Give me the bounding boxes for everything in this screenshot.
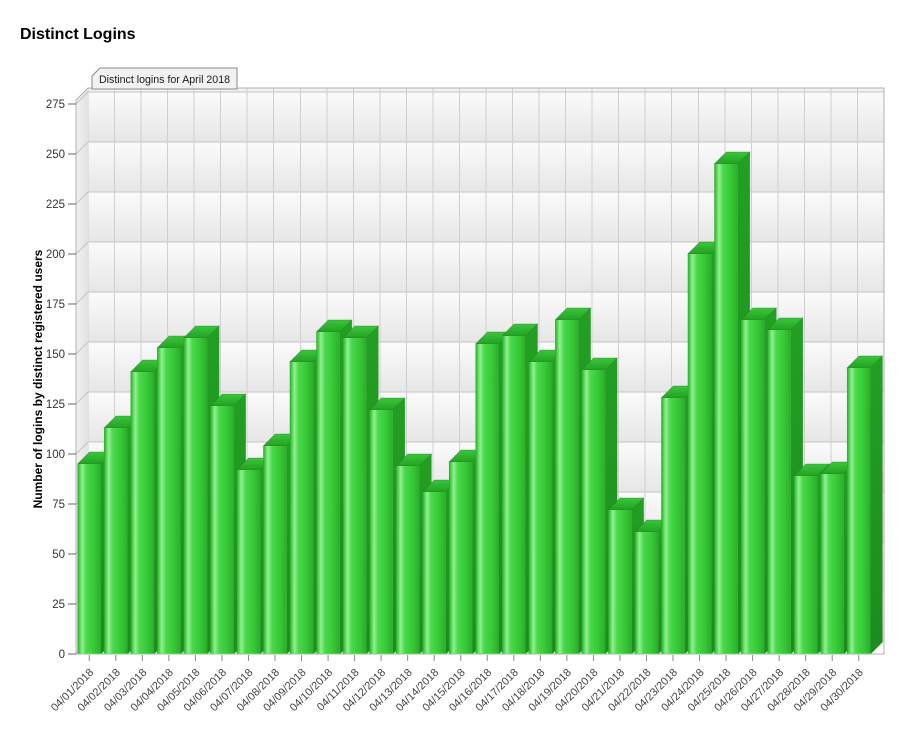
y-tick-label: 0 (59, 649, 65, 661)
bar-front-face (369, 410, 393, 654)
bar-front-face (608, 510, 632, 654)
bar-front-face (502, 336, 526, 654)
bar-front-face (104, 428, 128, 654)
grid-connector (75, 191, 89, 205)
bar-front-face (130, 372, 155, 654)
y-tick-label: 125 (46, 399, 65, 411)
bar-front-face (634, 532, 659, 654)
bar-front-face (448, 462, 473, 654)
grid-connector (75, 91, 89, 105)
y-tick-label: 200 (46, 249, 65, 261)
y-tick-label: 250 (46, 149, 65, 161)
bar-front-face (183, 338, 208, 654)
bar-front-face (157, 348, 181, 654)
page-title: Distinct Logins (20, 26, 136, 43)
bar-front-face (289, 362, 314, 654)
bar-front-face (740, 320, 765, 654)
y-tick-label: 75 (52, 499, 65, 511)
tab-shape (91, 67, 238, 90)
bar-front-face (528, 362, 553, 654)
bar-front-face (846, 368, 871, 654)
grid-connector (75, 391, 89, 405)
bar-front-face (820, 474, 844, 654)
bar-side-face (870, 355, 883, 655)
y-tick-label: 150 (46, 349, 65, 361)
bar-front-face (661, 398, 685, 654)
bar-front-face (422, 492, 446, 654)
y-axis-title: Number of logins by distinct registered … (31, 249, 45, 508)
tab-label: Distinct logins for April 2018 (99, 74, 230, 86)
y-tick-label: 175 (46, 299, 65, 311)
bar-front-face (714, 164, 738, 654)
grid-connector (75, 441, 89, 455)
bar-front-face (767, 330, 791, 654)
x-axis: 04/01/201804/02/201804/03/201804/04/2018… (49, 655, 866, 714)
bar-front-face (395, 466, 420, 654)
bar-front-face (475, 344, 499, 654)
bar-front-face (342, 338, 367, 654)
chart-subtitle-tab: Distinct logins for April 2018 (91, 67, 238, 90)
bar-front-face (793, 476, 818, 654)
bar-front-face (236, 470, 261, 654)
bar-front-face (581, 370, 606, 654)
bar-front-face (316, 332, 340, 654)
grid-connector (75, 141, 89, 155)
bars (76, 151, 884, 655)
grid-connector (75, 341, 89, 355)
bar-front-face (210, 406, 234, 654)
bar-front-face (77, 464, 101, 654)
y-tick-label: 275 (46, 99, 65, 111)
plot-border (75, 87, 885, 655)
bar-front-face (687, 254, 712, 654)
y-tick-label: 25 (52, 599, 65, 611)
y-tick-label: 100 (46, 449, 65, 461)
y-axis: 0 25 50 75 100 125 150 175 200 225 250 275 (46, 99, 76, 661)
bar-front-face (263, 446, 287, 654)
bar-front-face (555, 320, 579, 654)
bar-04/30/2018 (846, 355, 884, 655)
grid-connector (75, 291, 89, 305)
grid-connector (75, 241, 89, 255)
y-tick-label: 50 (52, 549, 65, 561)
y-tick-label: 225 (46, 199, 65, 211)
